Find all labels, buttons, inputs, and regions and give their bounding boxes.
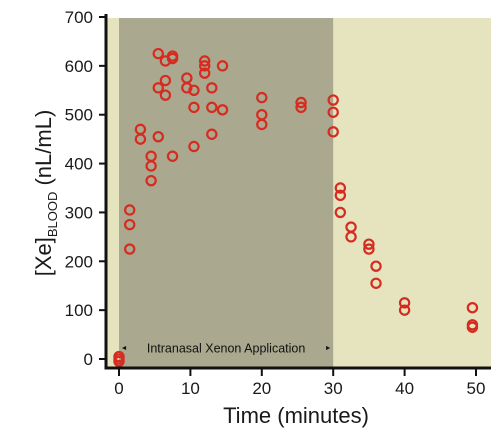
application-label: Intranasal Xenon Application <box>147 342 305 356</box>
y-tick-label: 600 <box>65 57 93 76</box>
y-axis-title-suffix: (nL/mL) <box>31 110 56 192</box>
data-point <box>124 204 136 216</box>
data-point <box>398 304 411 316</box>
data-point <box>398 297 411 309</box>
x-axis-ticks: 0 10 20 30 40 50 <box>114 368 485 398</box>
data-point <box>334 206 347 219</box>
data-point <box>295 101 307 114</box>
data-point <box>256 91 268 104</box>
y-tick-label: 300 <box>65 203 93 222</box>
data-point <box>466 321 479 333</box>
y-axis-ticks: 0 100 200 300 400 500 600 700 <box>65 8 106 369</box>
y-axis-title: [Xe]BLOOD (nL/mL) <box>31 110 60 277</box>
data-point <box>363 238 375 250</box>
x-tick-label: 30 <box>324 379 343 398</box>
data-point <box>124 243 136 255</box>
data-point <box>216 104 229 116</box>
data-point <box>124 218 136 231</box>
data-point <box>327 126 339 138</box>
y-axis-title-prefix: [Xe] <box>31 237 56 276</box>
data-point <box>327 106 339 118</box>
data-point <box>295 96 307 109</box>
data-markers <box>113 47 479 368</box>
data-point <box>181 82 193 94</box>
data-point <box>334 189 347 202</box>
x-axis-title: Time (minutes) <box>223 403 369 428</box>
y-tick-label: 500 <box>65 106 93 125</box>
data-point <box>159 74 172 87</box>
y-tick-label: 400 <box>65 155 93 174</box>
data-point <box>370 260 382 272</box>
data-point <box>166 150 179 162</box>
data-point <box>159 89 172 101</box>
x-tick-label: 50 <box>467 379 486 398</box>
data-point <box>370 277 382 289</box>
x-tick-label: 20 <box>252 379 271 398</box>
data-point <box>145 174 157 187</box>
data-point <box>345 231 357 243</box>
y-tick-label: 100 <box>65 301 93 320</box>
application-label-backdrop <box>126 340 327 356</box>
data-point <box>466 302 479 314</box>
data-point <box>327 94 339 106</box>
y-tick-label: 200 <box>65 252 93 271</box>
data-point <box>198 60 211 72</box>
data-point <box>198 67 211 79</box>
data-point <box>166 52 179 65</box>
data-point <box>145 160 157 172</box>
data-point <box>152 47 164 60</box>
intranasal-application-region <box>119 18 334 368</box>
data-point <box>188 140 200 153</box>
data-point <box>206 128 218 140</box>
data-point <box>198 55 211 67</box>
data-point <box>188 84 200 96</box>
data-point <box>134 133 147 145</box>
data-point <box>256 118 268 131</box>
data-point <box>206 82 218 94</box>
data-point <box>206 101 218 114</box>
data-point <box>363 243 375 255</box>
y-tick-label: 0 <box>84 350 93 369</box>
data-point <box>334 182 347 194</box>
data-point <box>152 82 164 94</box>
x-tick-label: 40 <box>395 379 414 398</box>
data-point <box>216 60 229 72</box>
x-tick-label: 10 <box>181 379 200 398</box>
y-axis-title-subscript: BLOOD <box>45 192 60 238</box>
data-point <box>113 350 125 363</box>
x-tick-label: 0 <box>114 379 123 398</box>
y-tick-label: 700 <box>65 8 93 27</box>
data-point <box>152 130 164 143</box>
data-point <box>113 355 125 368</box>
data-point <box>188 101 200 114</box>
